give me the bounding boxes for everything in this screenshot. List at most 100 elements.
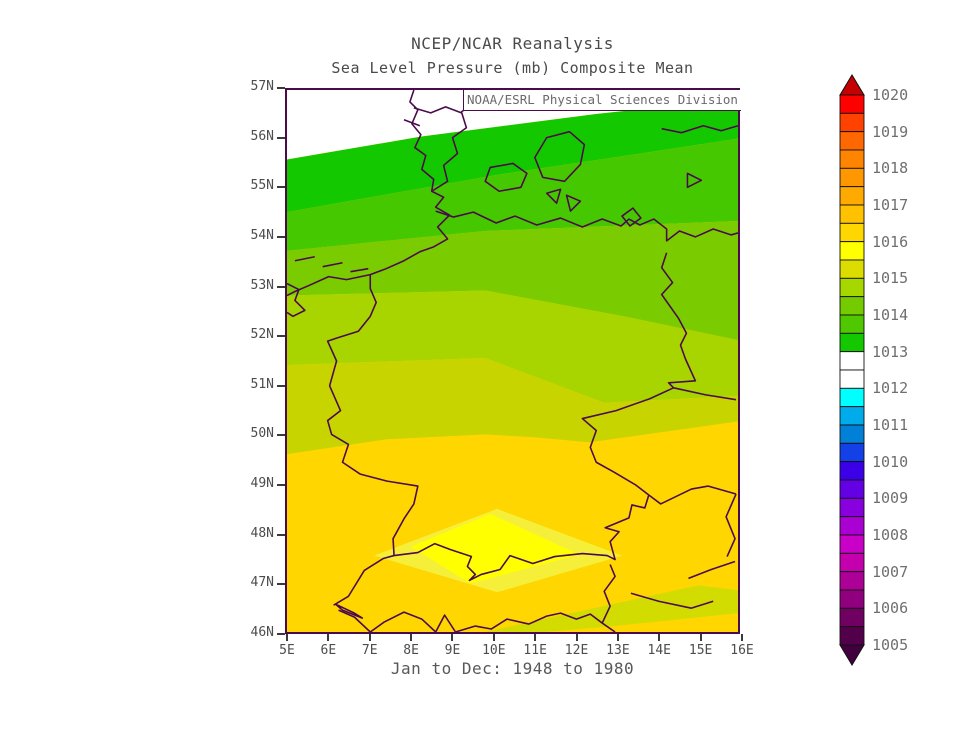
lon-tick-label: 16E xyxy=(730,643,754,658)
lat-tick-label: 57N xyxy=(250,79,274,94)
colorbar-cell xyxy=(839,149,865,169)
colorbar-tick-label: 1018 xyxy=(872,159,909,178)
lat-tick-label: 47N xyxy=(250,575,274,591)
colorbar-arrow-bottom xyxy=(839,644,865,666)
lat-tick xyxy=(277,384,285,387)
lon-tick xyxy=(741,634,743,641)
colorbar-cell xyxy=(839,387,865,408)
lat-tick-label: 46N xyxy=(250,624,274,640)
coastline-border-3 xyxy=(403,119,421,127)
lon-tick-label: 10E xyxy=(482,643,506,658)
lat-tick xyxy=(277,533,285,536)
colorbar-tick-label: 1016 xyxy=(872,232,909,251)
colorbar-tick-label: 1009 xyxy=(872,489,909,508)
lat-tick-label: 55N xyxy=(250,178,274,194)
contour-band-1014.0 xyxy=(287,221,738,341)
lon-tick-label: 7E xyxy=(361,643,378,658)
lon-tick xyxy=(410,634,413,641)
plot-subtitle: Sea Level Pressure (mb) Composite Mean xyxy=(331,59,694,77)
lon-tick-label: 11E xyxy=(523,643,547,658)
lon-tick-label: 6E xyxy=(320,643,337,658)
colorbar-tick-label: 1011 xyxy=(872,416,909,434)
lon-tick xyxy=(492,634,495,641)
contour-map xyxy=(287,90,738,632)
coastline-border-9 xyxy=(661,124,738,134)
lon-tick xyxy=(327,634,330,641)
lat-tick xyxy=(277,285,285,288)
lon-tick xyxy=(658,634,661,641)
colorbar-cell xyxy=(839,369,865,389)
colorbar-cell xyxy=(839,314,865,334)
colorbar xyxy=(839,74,865,666)
colorbar-cell xyxy=(839,571,865,591)
coastline-border-4 xyxy=(484,162,528,193)
coastline-border-22 xyxy=(369,611,437,632)
lon-tick-label: 9E xyxy=(444,643,461,658)
colorbar-cell xyxy=(839,204,865,224)
coastline-border-26 xyxy=(630,592,714,609)
colorbar-cell xyxy=(839,516,865,536)
contour-southeast-wedge xyxy=(485,585,738,632)
coastline-border-8 xyxy=(686,172,703,189)
lat-tick xyxy=(277,235,285,238)
coastline-border-20 xyxy=(334,603,364,619)
watermark-box: NOAA/ESRL Physical Sciences Division xyxy=(463,90,741,111)
contour-band-1015.0 xyxy=(287,358,738,455)
lon-tick xyxy=(451,634,454,641)
colorbar-cell xyxy=(839,131,865,151)
plot-title: NCEP/NCAR Reanalysis xyxy=(411,34,614,53)
colorbar-tick-label: 1007 xyxy=(872,562,909,581)
colorbar-cell xyxy=(839,186,865,206)
coastline-border-28 xyxy=(287,282,306,318)
coastline-border-15 xyxy=(673,387,737,401)
colorbar-cell xyxy=(839,607,865,628)
colorbar-cell xyxy=(839,94,865,114)
coastline-border-2 xyxy=(413,106,462,114)
coastline-border-18 xyxy=(725,493,737,557)
colorbar-arrow-top xyxy=(839,74,865,96)
coastline-border-23 xyxy=(434,614,457,632)
colorbar-cell xyxy=(839,589,865,609)
coastline-border-7 xyxy=(565,194,582,212)
colorbar-cell xyxy=(839,497,865,518)
colorbar-tick-label: 1014 xyxy=(872,306,909,324)
coastline-border-13 xyxy=(393,494,650,582)
lat-tick-label: 54N xyxy=(250,227,274,243)
lat-tick xyxy=(277,434,285,437)
lon-tick xyxy=(616,634,619,641)
colorbar-tick-label: 1019 xyxy=(872,122,909,141)
lat-tick-label: 53N xyxy=(250,277,274,293)
watermark-text: NOAA/ESRL Physical Sciences Division xyxy=(467,92,738,107)
coastline-border-27 xyxy=(688,560,736,580)
coastline-border-19 xyxy=(333,554,395,606)
coastline-border-10 xyxy=(435,210,738,242)
lon-tick-label: 5E xyxy=(279,643,295,658)
colorbar-cell xyxy=(839,424,865,444)
lat-tick xyxy=(277,335,285,338)
colorbar-cell xyxy=(839,479,865,499)
coastline-border-29 xyxy=(294,255,315,262)
coastline-border-30 xyxy=(322,261,343,268)
colorbar-cell xyxy=(839,222,865,243)
coastline-border-6 xyxy=(545,188,562,204)
coastline-border-31 xyxy=(350,267,369,273)
colorbar-cell xyxy=(839,626,865,646)
colorbar-cell xyxy=(839,167,865,188)
colorbar-cell xyxy=(839,351,865,371)
lon-tick-label: 12E xyxy=(564,643,589,658)
colorbar-cell xyxy=(839,332,865,353)
coastline-border-17 xyxy=(648,485,737,505)
lon-tick-label: 14E xyxy=(647,643,672,658)
lat-tick-label: 56N xyxy=(250,128,274,144)
colorbar-cell xyxy=(839,241,865,261)
colorbar-cell xyxy=(839,277,865,298)
colorbar-tick-label: 1020 xyxy=(872,86,909,104)
lat-tick-label: 48N xyxy=(250,525,274,541)
colorbar-cell xyxy=(839,552,865,573)
lat-tick-label: 52N xyxy=(250,327,274,343)
lon-tick-label: 13E xyxy=(606,643,630,658)
colorbar-cell xyxy=(839,259,865,279)
colorbar-cell xyxy=(839,406,865,426)
lon-tick xyxy=(286,634,288,641)
colorbar-tick-label: 1008 xyxy=(872,526,909,544)
